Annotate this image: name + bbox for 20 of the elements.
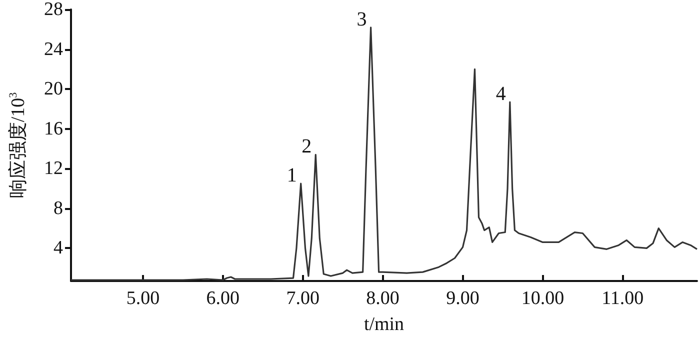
annotation: 2 [302,136,312,158]
x-axis-title: t/min [364,314,405,335]
y-tick-label: 4 [54,238,64,259]
y-tick-label: 8 [54,198,63,219]
y-tick-label: 24 [44,38,64,60]
x-tick-label: 9.00 [446,288,480,309]
x-tick-label: 7.00 [286,288,320,309]
annotation: 1 [286,164,297,187]
annotation: 4 [496,82,506,105]
x-tick-label: 6.00 [206,288,240,309]
x-tick-label: 5.00 [126,288,160,309]
y-axis-title: 响应强度/103 [7,92,29,198]
x-tick-label: 10.00 [521,288,564,309]
x-tick-label: 8.00 [366,288,400,309]
x-tick-label: 11.00 [602,288,644,309]
y-tick-label: 12 [44,158,63,180]
annotation: 3 [356,8,367,30]
y-tick-label: 28 [44,0,63,20]
y-tick-label: 16 [44,118,63,140]
y-tick-label: 20 [44,78,63,100]
